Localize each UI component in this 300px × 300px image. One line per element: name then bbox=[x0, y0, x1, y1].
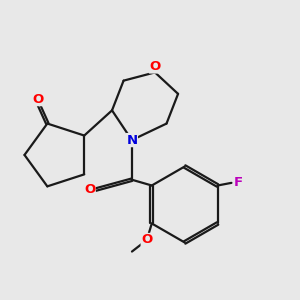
Text: O: O bbox=[84, 183, 95, 196]
Text: F: F bbox=[234, 176, 243, 189]
Text: O: O bbox=[141, 233, 152, 247]
Text: O: O bbox=[32, 93, 44, 106]
Text: N: N bbox=[126, 134, 137, 147]
Text: O: O bbox=[149, 60, 161, 73]
